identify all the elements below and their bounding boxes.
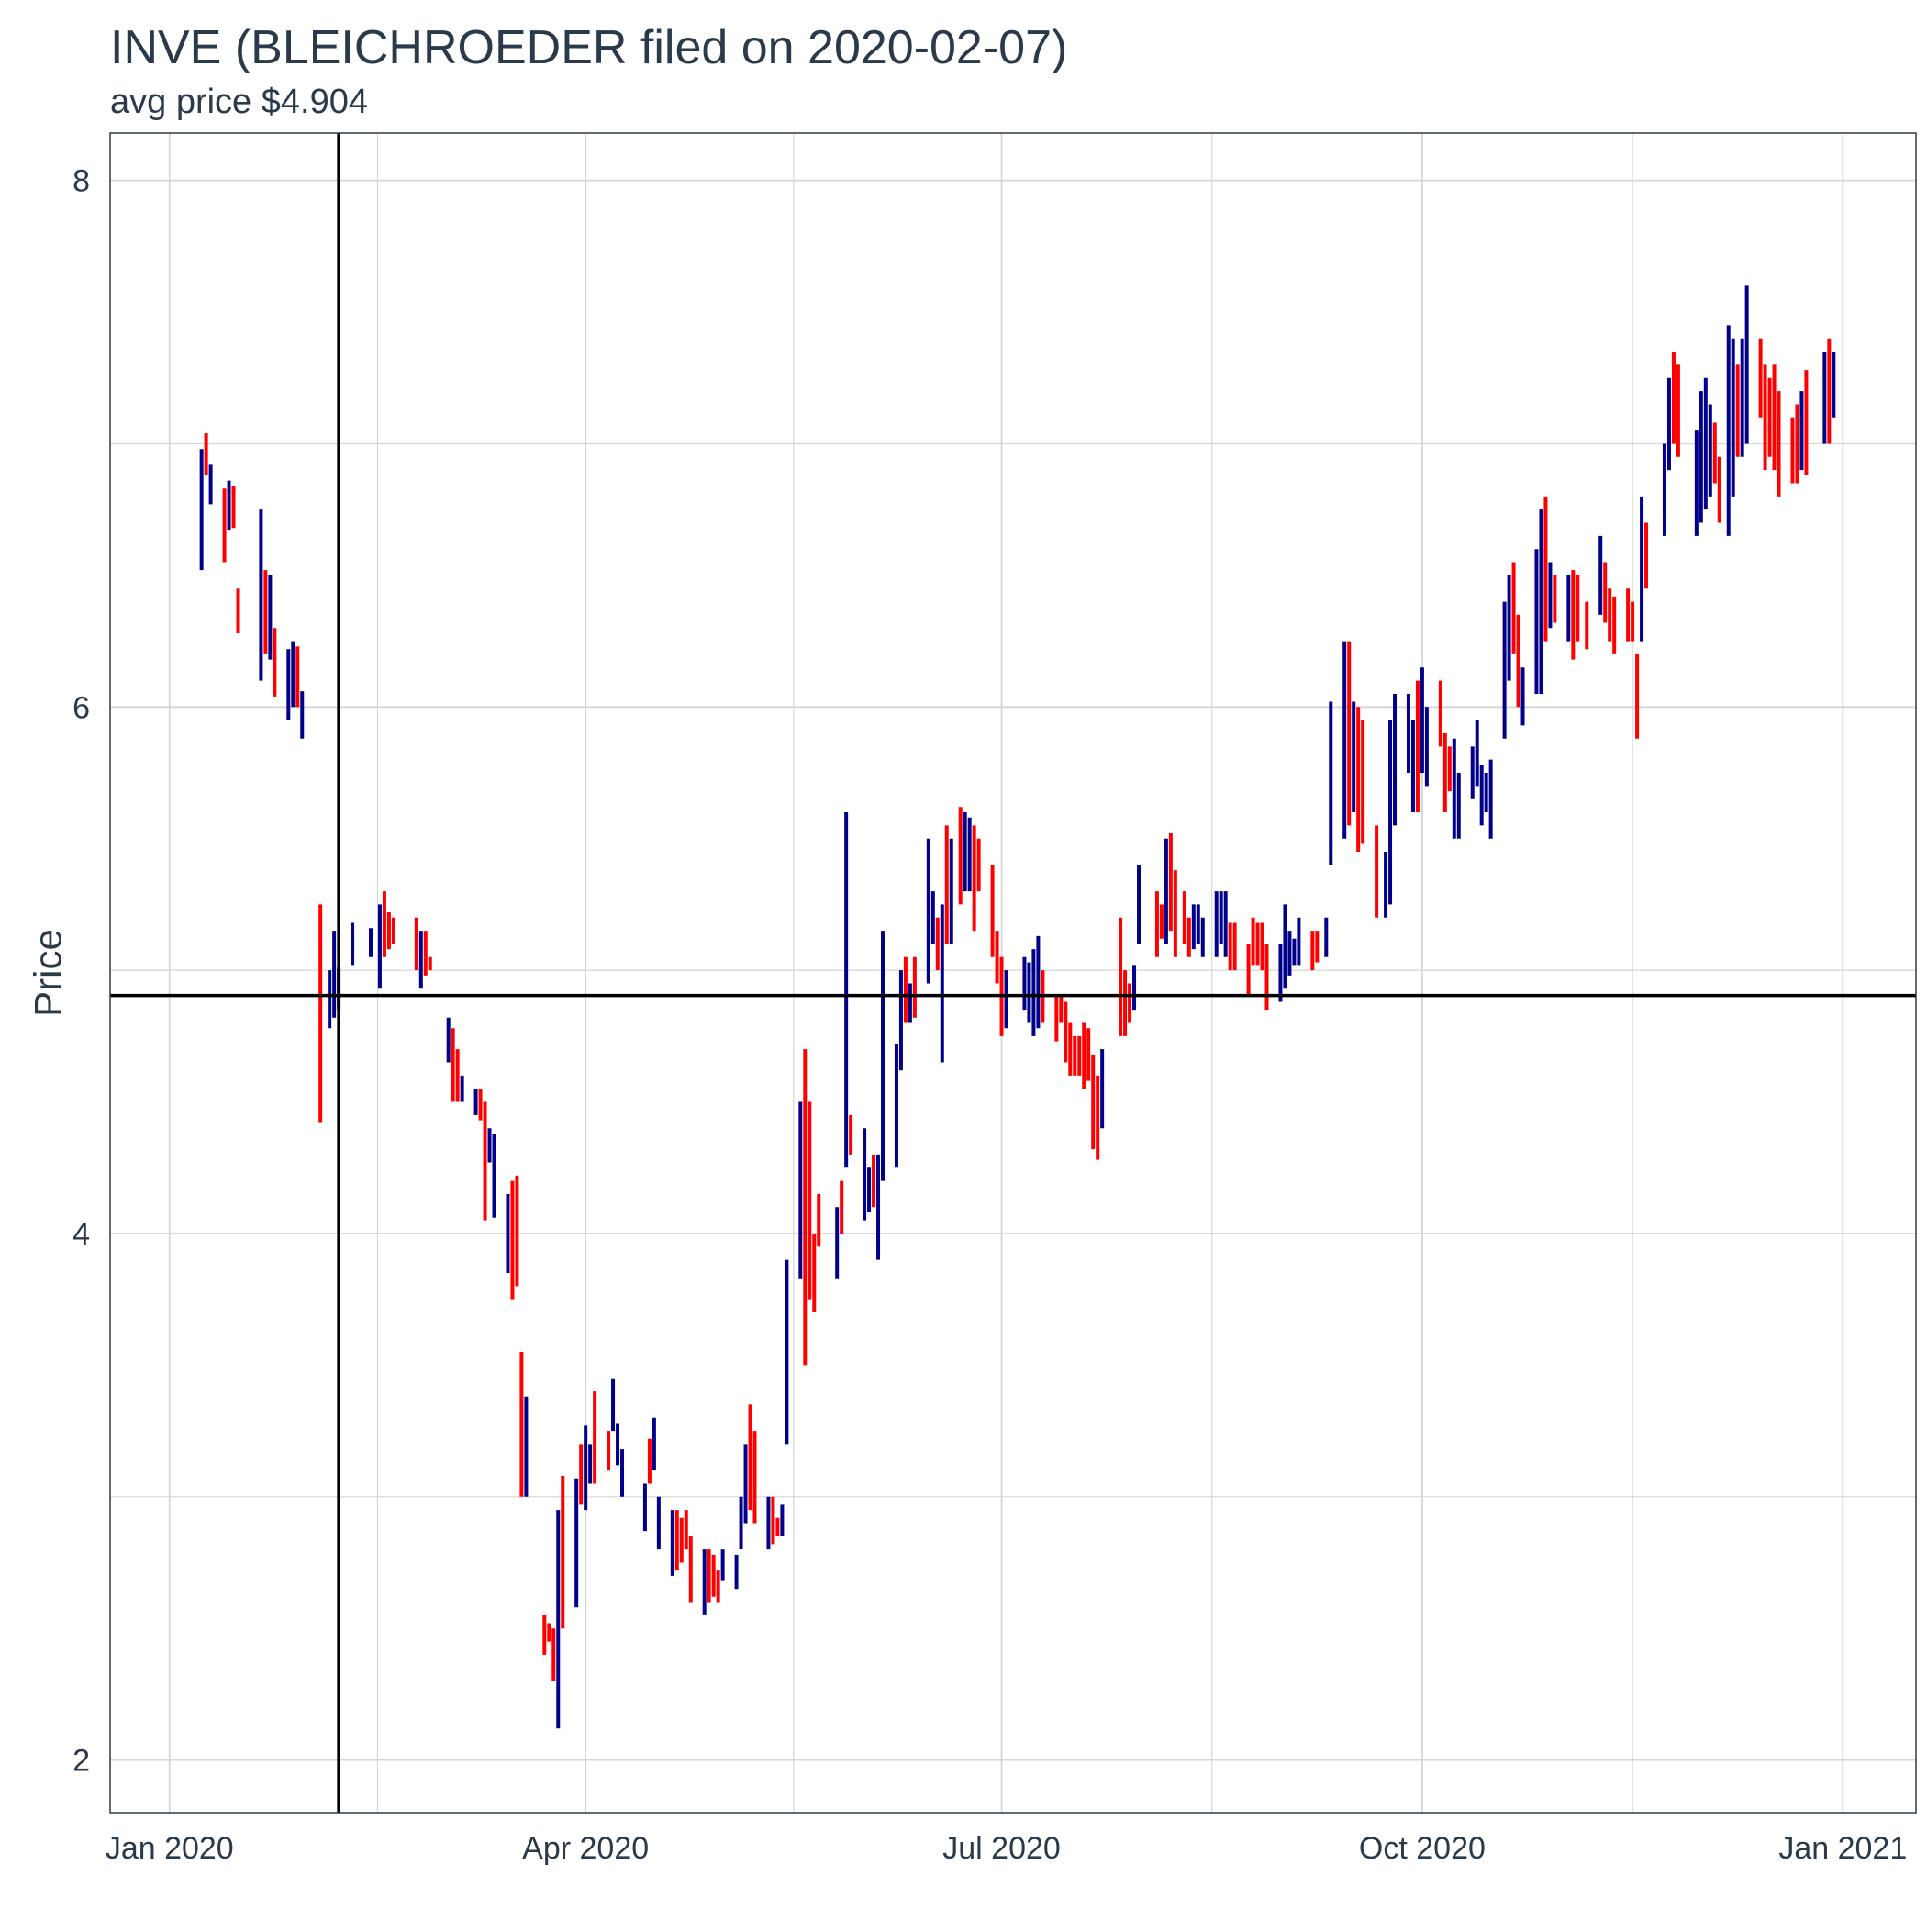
chart-title: INVE (BLEICHROEDER filed on 2020-02-07) [110, 21, 1068, 74]
reference-lines [110, 133, 1916, 1813]
ohlc-bars [199, 285, 1836, 1729]
x-tick-label: Oct 2020 [1359, 1831, 1486, 1866]
y-axis-title: Price [27, 929, 70, 1017]
x-tick-label: Apr 2020 [522, 1831, 649, 1866]
y-tick-label: 8 [72, 164, 90, 199]
x-tick-label: Jan 2020 [106, 1831, 234, 1866]
y-tick-label: 4 [72, 1217, 90, 1252]
x-tick-label: Jan 2021 [1778, 1831, 1907, 1866]
chart-subtitle: avg price $4.904 [110, 83, 368, 121]
y-tick-label: 2 [72, 1744, 90, 1779]
panel-border [109, 132, 1917, 1814]
y-tick-label: 6 [72, 690, 90, 725]
x-tick-label: Jul 2020 [942, 1831, 1061, 1866]
axis-layer: 2 4 6 8 Jan 2020 Apr 2020 Jul 2020 Oct 2020 Jan … [72, 164, 1907, 1866]
